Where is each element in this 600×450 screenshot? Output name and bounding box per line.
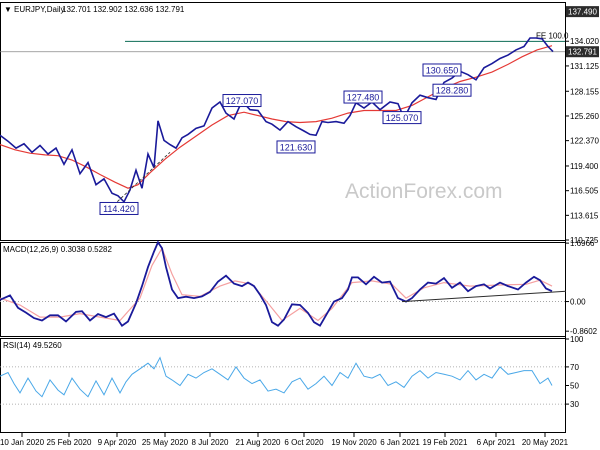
- x-tick-label: 9 Apr 2020: [98, 438, 137, 447]
- chart-symbol: EURJPY,Daily: [14, 5, 65, 14]
- watermark: ActionForex.com: [345, 180, 503, 203]
- price-tick-label: 125.260: [570, 112, 599, 121]
- price-callout-box: [276, 140, 316, 154]
- price-callout: 130.650: [422, 63, 462, 77]
- price-callout: 121.630: [276, 140, 316, 154]
- price-line: [0, 37, 554, 204]
- current-price-tag-label: 132.791: [568, 48, 597, 57]
- price-callout: 127.480: [343, 90, 383, 104]
- rsi-tick-label: 50: [570, 382, 579, 391]
- price-callout-label: 121.630: [280, 142, 313, 152]
- rsi-indicator-label: RSI(14) 49.5260: [3, 341, 62, 350]
- fe-level-label: FE 100.0: [536, 31, 569, 40]
- rsi-tick-label: 30: [570, 400, 579, 409]
- price-tick-label: 113.615: [570, 211, 599, 220]
- price-callout-label: 130.650: [426, 65, 459, 75]
- price-tick-label: 122.370: [570, 137, 599, 146]
- price-tick-label: 119.400: [570, 162, 599, 171]
- price-tick-label: 116.505: [570, 187, 599, 196]
- price-callout-label: 114.420: [103, 204, 135, 214]
- price-callout: 114.420: [99, 201, 139, 215]
- price-callout-box: [422, 63, 462, 77]
- x-tick-label: 19 Nov 2020: [331, 438, 377, 447]
- price-tick-label: 128.155: [570, 87, 599, 96]
- macd-plot: 1.6966 0.00 -0.8602: [0, 239, 598, 336]
- x-tick-label: 10 Jan 2020: [0, 438, 45, 447]
- x-tick-label: 25 Feb 2020: [47, 438, 92, 447]
- top-price-tag-box: [566, 6, 599, 18]
- macd-panel: [0, 242, 566, 337]
- top-price-tag: 137.490: [566, 6, 599, 18]
- price-plot: 137.490 134.020 131.125 128.155 125.260 122.3…: [0, 6, 599, 245]
- price-callout-box: [343, 90, 383, 104]
- current-price-tag: 132.791: [566, 46, 599, 58]
- price-tick-label: 131.125: [570, 62, 599, 71]
- x-tick-label: 21 Aug 2020: [236, 438, 281, 447]
- top-price-tag-label: 137.490: [568, 8, 597, 17]
- price-tick-label: 134.020: [570, 37, 599, 46]
- macd-trend-line: [401, 290, 567, 303]
- macd-tick-label: -0.8602: [570, 327, 598, 336]
- rsi-tick-label: 70: [570, 363, 579, 372]
- collapse-icon[interactable]: ▼: [4, 5, 12, 14]
- support-dashed-line: [109, 151, 171, 209]
- chart-ohlc: 132.701 132.902 132.636 132.791: [62, 5, 185, 14]
- price-callout-label: 127.480: [347, 93, 380, 103]
- rsi-panel: [0, 338, 566, 433]
- macd-tick-label: 1.6966: [570, 239, 595, 248]
- price-callout-label: 127.070: [226, 96, 259, 106]
- rsi-plot: 100 70 50 30: [0, 335, 584, 409]
- macd-indicator-label: MACD(12,26,9) 0.3038 0.5282: [3, 245, 113, 254]
- x-tick-label: 6 Apr 2021: [477, 438, 516, 447]
- x-tick-label: 25 May 2020: [142, 438, 189, 447]
- price-callout-box: [99, 201, 139, 215]
- price-callout: 128.280: [432, 83, 472, 97]
- x-tick-label: 20 May 2021: [522, 438, 569, 447]
- moving-average-line: [0, 45, 553, 189]
- price-callout-box: [382, 111, 422, 125]
- price-callout: 127.070: [222, 94, 262, 108]
- x-tick-label: 6 Jan 2021: [380, 438, 420, 447]
- price-callout-box: [432, 83, 472, 97]
- x-tick-label: 8 Jul 2020: [192, 438, 229, 447]
- price-tick-label: 110.725: [570, 236, 599, 245]
- rsi-tick-label: 100: [570, 335, 584, 344]
- price-callout-label: 125.070: [386, 113, 419, 123]
- rsi-line: [0, 356, 553, 398]
- x-axis: 10 Jan 2020 25 Feb 2020 9 Apr 2020 25 May 2…: [0, 433, 569, 447]
- macd-tick-label: 0.00: [570, 298, 586, 307]
- price-callout-box: [222, 94, 262, 108]
- price-callout: 125.070: [382, 111, 422, 125]
- price-callout-label: 128.280: [436, 86, 469, 96]
- current-price-tag-box: [566, 46, 599, 58]
- x-tick-label: 19 Feb 2021: [423, 438, 468, 447]
- x-tick-label: 6 Oct 2020: [284, 438, 324, 447]
- macd-line: [0, 240, 553, 327]
